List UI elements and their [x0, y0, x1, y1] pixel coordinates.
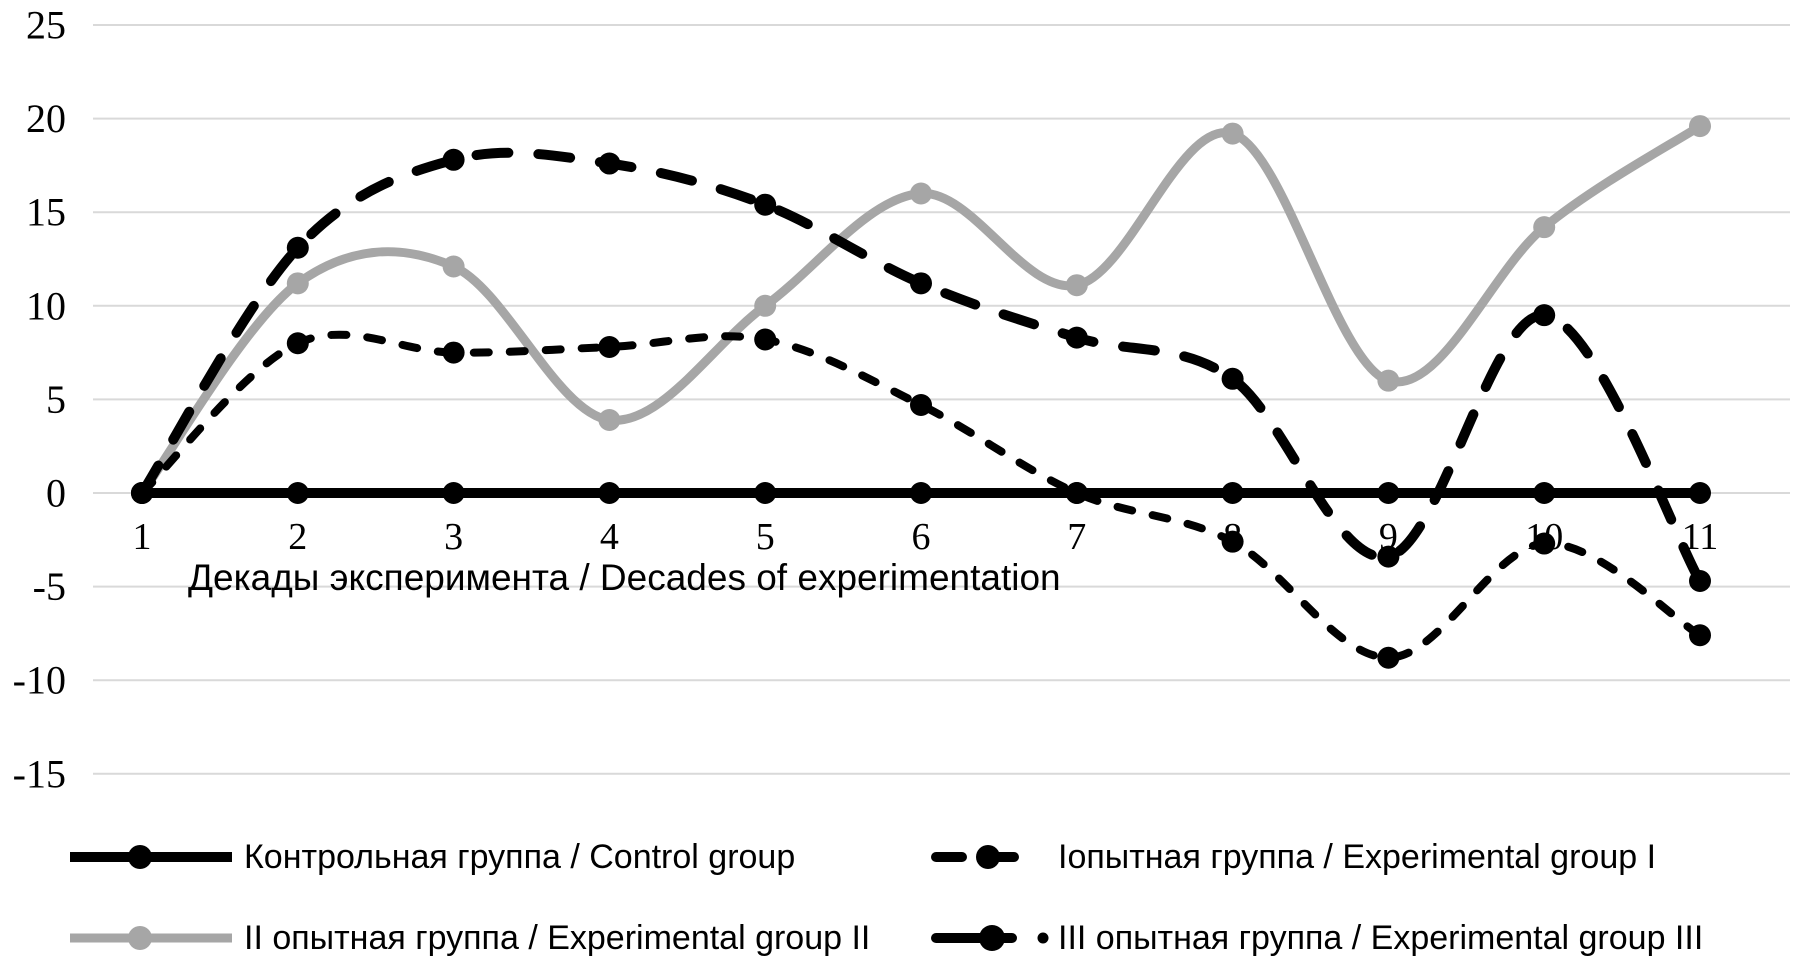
x-axis-tick-label: 1	[133, 516, 152, 558]
y-axis-tick-label: 10	[26, 283, 66, 328]
x-axis-tick-labels: 1234567891011	[133, 516, 1719, 558]
y-axis-tick-labels: 25 20 15 10 5 0 -5 -10 -15	[13, 3, 66, 797]
control-group-marker	[598, 482, 621, 504]
control-group-marker	[910, 482, 932, 504]
experimental-group-1-marker	[1377, 545, 1400, 568]
legend-label: III опытная группа / Experimental group …	[1058, 919, 1703, 957]
experimental-group-2-marker	[1689, 115, 1711, 138]
experimental-group-2-marker	[1065, 274, 1088, 297]
experimental-group-2-marker	[442, 255, 465, 278]
experimental-group-3-marker	[1689, 624, 1711, 647]
x-axis-tick-label: 2	[288, 516, 307, 558]
experimental-group-3-marker	[1533, 532, 1556, 555]
legend-key-marker	[128, 926, 152, 950]
control-group-marker	[1689, 482, 1711, 504]
experimental-group-1-marker	[598, 152, 621, 175]
experimental-group-3-marker	[598, 335, 621, 358]
gridlines	[93, 24, 1790, 775]
legend-item-experimental-group-3: III опытная группа / Experimental group …	[931, 919, 1703, 957]
control-group-marker	[1065, 482, 1088, 504]
experimental-group-2-marker	[286, 272, 309, 295]
experimental-group-2-marker	[754, 294, 777, 317]
legend-label: Контрольная группа / Control group	[244, 838, 795, 876]
legend-item-experimental-group-1: Iопытная группа / Experimental group I	[931, 838, 1656, 876]
y-axis-tick-label: -10	[13, 658, 66, 703]
experimental-group-3-marker	[754, 328, 777, 351]
x-axis-tick-label: 6	[912, 516, 931, 558]
experimental-group-2-marker	[1533, 216, 1556, 239]
y-axis-tick-label: -15	[13, 751, 66, 796]
experimental-group-2-marker	[1377, 369, 1400, 392]
series-lines	[131, 115, 1711, 669]
control-group-marker	[442, 482, 465, 504]
experimental-group-2-line	[137, 121, 1705, 498]
legend-label: Iопытная группа / Experimental group I	[1058, 838, 1656, 876]
experimental-group-1-marker	[286, 236, 309, 259]
control-group-marker	[131, 482, 153, 504]
control-group-marker	[754, 482, 777, 504]
legend-key-marker	[979, 925, 1005, 951]
y-axis-tick-label: 5	[46, 377, 66, 422]
x-axis-tick-label: 7	[1067, 516, 1086, 558]
legend-item-control-group: Контрольная группа / Control group	[70, 838, 795, 876]
experimental-group-2-marker	[598, 408, 621, 431]
legend: Контрольная группа / Control group Iопытн…	[70, 838, 1703, 957]
x-axis-tick-label: 5	[756, 516, 775, 558]
experimental-group-2-marker	[910, 182, 932, 205]
x-axis-title: Декады эксперимента / Decades of experim…	[188, 557, 1061, 598]
legend-label: II опытная группа / Experimental group I…	[244, 919, 870, 957]
y-axis-tick-label: 0	[46, 471, 66, 516]
experimental-group-1-marker	[442, 148, 465, 171]
experimental-group-1-marker	[754, 193, 777, 216]
y-axis-tick-label: 25	[26, 3, 66, 48]
legend-item-experimental-group-2: II опытная группа / Experimental group I…	[70, 919, 870, 957]
legend-key-marker	[128, 845, 152, 869]
experimental-group-3-marker	[286, 332, 309, 355]
y-axis-tick-label: 15	[26, 190, 66, 235]
experimental-group-1-marker	[1221, 367, 1244, 390]
control-group-marker	[1377, 482, 1400, 504]
x-axis-tick-label: 3	[444, 516, 463, 558]
control-group-marker	[286, 482, 309, 504]
experimental-group-2-marker	[1221, 122, 1244, 145]
experimental-group-1-marker	[1533, 304, 1556, 327]
experimental-group-3-marker	[1221, 530, 1244, 553]
experimental-group-3-marker	[442, 341, 465, 364]
control-group-marker	[1221, 482, 1244, 504]
experimental-group-1-marker	[1689, 569, 1711, 592]
legend-key-marker	[976, 845, 1000, 869]
experimental-group-1-line	[137, 147, 1705, 586]
experimental-group-3-marker	[910, 394, 932, 417]
experimental-group-1-marker	[1065, 326, 1088, 349]
y-axis-tick-label: -5	[33, 564, 66, 609]
x-axis-tick-label: 4	[600, 516, 619, 558]
experimental-group-1-marker	[910, 272, 932, 295]
y-axis-tick-label: 20	[26, 96, 66, 141]
control-group-marker	[1533, 482, 1556, 504]
experimental-group-3-marker	[1377, 646, 1400, 669]
legend-key-dot	[1037, 932, 1049, 944]
